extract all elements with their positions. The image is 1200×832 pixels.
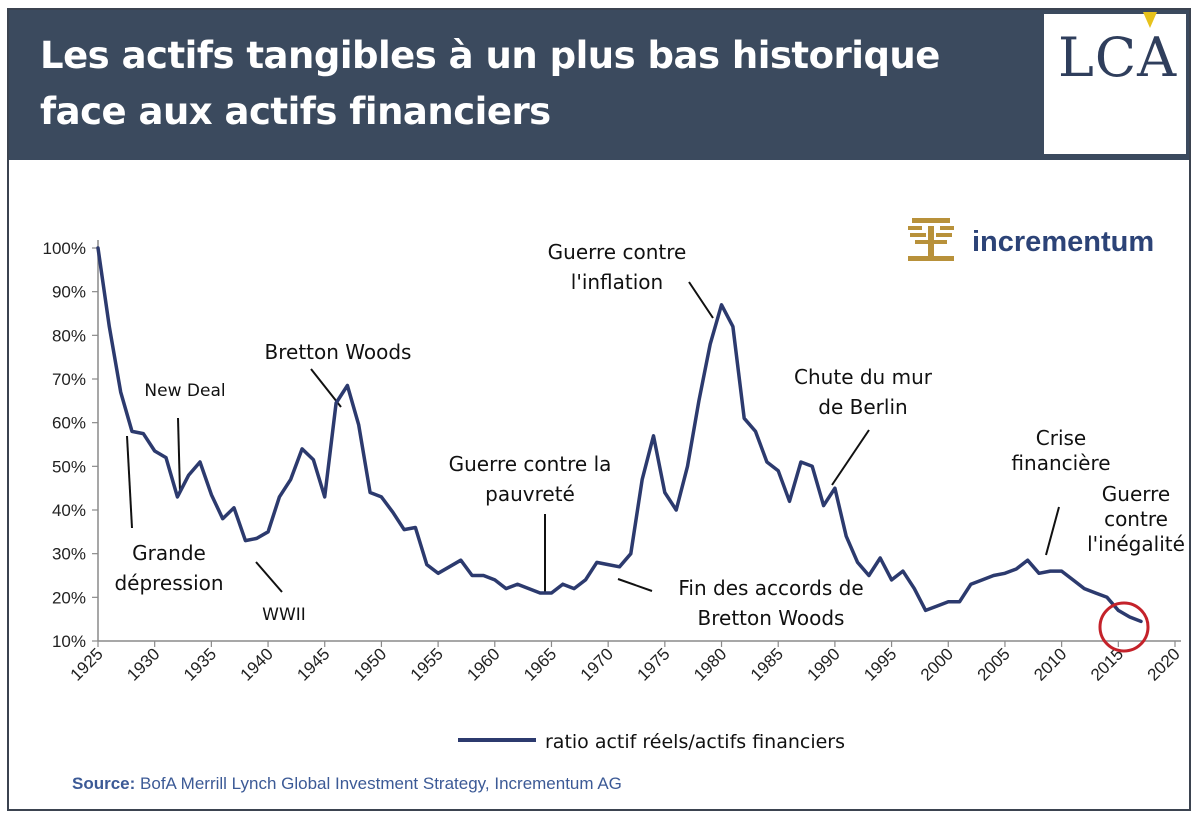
y-tick-label: 30%: [52, 545, 86, 564]
annotation-leader: [617, 578, 653, 592]
x-tick-label: 1940: [237, 644, 277, 684]
x-tick-label: 1980: [690, 644, 730, 684]
annotation-label: Chute du mur de Berlin: [794, 365, 933, 419]
incrementum-logo: incrementum: [908, 218, 1154, 261]
y-tick-label: 10%: [52, 632, 86, 651]
annotation-line: Fin des accords de: [678, 576, 863, 600]
annotation-label: Guerre contre la pauvreté: [449, 452, 612, 506]
annotation-line: l'inégalité: [1087, 532, 1185, 556]
y-tick-label: 20%: [52, 588, 86, 607]
annotation-leader: [177, 417, 181, 493]
annotation-line: l'inflation: [571, 270, 663, 294]
axes: [97, 240, 1181, 642]
annotation-line: pauvreté: [485, 482, 575, 506]
page-title: Les actifs tangibles à un plus bas histo…: [40, 28, 1020, 140]
x-tick-label: 1950: [350, 644, 390, 684]
x-tick-label: 1960: [463, 644, 503, 684]
annotation-line: financière: [1011, 451, 1110, 475]
y-tick-label: 80%: [52, 326, 86, 345]
annotation-line: Guerre contre: [548, 240, 687, 264]
annotation-leader: [831, 429, 870, 486]
annotation-line: dépression: [114, 571, 223, 595]
annotation-line: Crise: [1036, 426, 1086, 450]
series: [96, 246, 1143, 624]
annotation-line: Bretton Woods: [698, 606, 845, 630]
annotation-label: Bretton Woods: [265, 340, 412, 364]
x-tick-label: 2000: [917, 644, 957, 684]
annotation-label: WWII: [262, 605, 306, 625]
series-line: [96, 246, 1143, 624]
title-line-1: Les actifs tangibles à un plus bas histo…: [40, 34, 940, 77]
annotation-label: Fin des accords de Bretton Woods: [678, 576, 863, 630]
y-tick-label: 90%: [52, 283, 86, 302]
annotation-leader: [1045, 506, 1060, 556]
annotation-line: Guerre contre la: [449, 452, 612, 476]
x-tick-label: 1995: [860, 644, 900, 684]
annotations: New Deal Grande dépression WWII Bretton Wood…: [114, 240, 1184, 630]
x-tick-label: 2005: [974, 644, 1014, 684]
x-tick-label: 1955: [407, 644, 447, 684]
annotation-label: Guerre contre l'inflation: [548, 240, 687, 294]
title-line-2: face aux actifs financiers: [40, 90, 551, 133]
annotation-line: de Berlin: [818, 395, 907, 419]
annotation-label: Guerre contre l'inégalité: [1087, 482, 1185, 556]
x-tick-label: 1975: [633, 644, 673, 684]
highlight-circle: [1098, 601, 1150, 653]
x-tick-label: 1985: [747, 644, 787, 684]
lca-logo-box: [1044, 14, 1186, 154]
x-tick-label: 1990: [804, 644, 844, 684]
annotation-line: Grande: [132, 541, 206, 565]
annotation-line: Guerre: [1102, 482, 1170, 506]
x-axis: 1925 1930 1935 1940 1945 1950 1955 1960 1965 1970…: [67, 641, 1184, 685]
annotation-label: Crise financière: [1011, 426, 1110, 475]
tree-icon: [908, 218, 954, 261]
source-label: Source:: [72, 774, 136, 793]
x-tick-label: 1935: [180, 644, 220, 684]
annotation-leader: [126, 435, 133, 529]
y-tick-label: 50%: [52, 457, 86, 476]
annotation-line: Chute du mur: [794, 365, 933, 389]
source-note: Source: BofA Merrill Lynch Global Invest…: [72, 774, 622, 794]
annotation-leader: [255, 561, 283, 593]
x-tick-label: 1930: [123, 644, 163, 684]
x-tick-label: 2020: [1144, 644, 1184, 684]
legend: ratio actif réels/actifs financiers: [458, 731, 845, 753]
brand-name: incrementum: [972, 226, 1154, 258]
y-tick-label: 100%: [43, 239, 86, 258]
y-tick-label: 40%: [52, 501, 86, 520]
x-tick-label: 1965: [520, 644, 560, 684]
y-tick-label: 60%: [52, 414, 86, 433]
annotation-label: New Deal: [144, 381, 225, 401]
y-tick-label: 70%: [52, 370, 86, 389]
annotation-line: Bretton Woods: [265, 340, 412, 364]
lca-logo: LCA: [1058, 26, 1178, 89]
annotation-line: contre: [1104, 507, 1168, 531]
annotation-line: WWII: [262, 605, 306, 625]
title-banner: Les actifs tangibles à un plus bas histo…: [9, 10, 1189, 160]
annotation-line: New Deal: [144, 381, 225, 401]
x-tick-label: 2010: [1030, 644, 1070, 684]
x-tick-label: 1945: [293, 644, 333, 684]
x-tick-label: 1970: [577, 644, 617, 684]
annotation-label: Grande dépression: [114, 541, 223, 595]
annotation-leader: [688, 281, 714, 319]
y-axis: 10% 20% 30% 40% 50% 60% 70% 80% 90% 100%: [43, 239, 98, 651]
source-text: BofA Merrill Lynch Global Investment Str…: [140, 774, 622, 793]
legend-label: ratio actif réels/actifs financiers: [545, 731, 845, 753]
lca-logo-accent-icon: [1143, 12, 1157, 28]
